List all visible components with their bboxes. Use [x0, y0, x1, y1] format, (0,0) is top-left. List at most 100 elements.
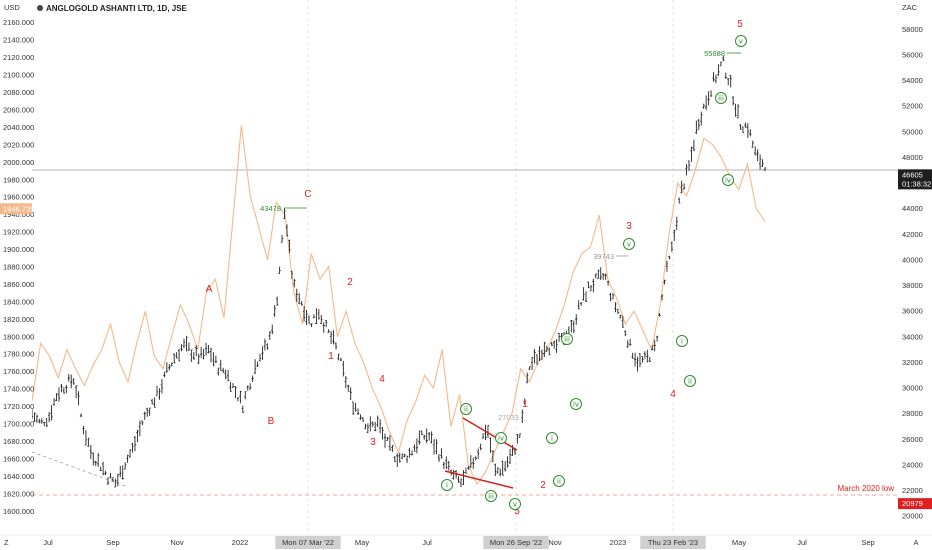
price-bar	[481, 433, 485, 439]
price-bar	[410, 450, 414, 456]
price-bar	[52, 398, 56, 406]
price-bar	[528, 366, 531, 371]
price-bar	[65, 384, 68, 394]
left-axis-ticks: 1600.000 1620.000 1640.000 1660.000 1680.000…	[3, 18, 34, 516]
wave-label-green: i	[546, 432, 558, 444]
price-bar	[707, 91, 710, 106]
price-bar	[266, 343, 269, 350]
price-bars	[30, 55, 767, 488]
march-2020-low-annotation: March 2020 low	[838, 484, 895, 493]
price-bar	[599, 267, 602, 280]
price-bar	[84, 430, 88, 446]
corner-left-label[interactable]: Z	[4, 538, 9, 547]
price-bar	[104, 470, 107, 475]
price-bar	[628, 338, 632, 346]
price-bar	[60, 383, 63, 393]
price-bar	[491, 450, 495, 462]
price-bar	[344, 376, 347, 389]
overlay-series-line	[31, 125, 766, 486]
price-bar	[33, 412, 36, 423]
price-bar	[746, 123, 750, 138]
price-bar	[503, 461, 507, 472]
price-bar	[40, 418, 44, 424]
price-bar	[155, 385, 159, 396]
right-tick-label: 24000	[902, 460, 923, 469]
right-tick-label: 30000	[902, 384, 923, 393]
price-bar	[420, 430, 423, 436]
right-tick-label: 34000	[902, 332, 923, 341]
price-bar	[121, 465, 124, 480]
price-bar	[175, 352, 178, 359]
left-tick-label: 1740.000	[3, 385, 34, 394]
price-bar	[315, 308, 318, 325]
right-tick-label: 56000	[902, 50, 923, 59]
price-bar	[143, 411, 146, 420]
price-bar	[753, 146, 757, 156]
price-bar	[631, 352, 634, 359]
price-bar	[258, 354, 262, 362]
left-tick-label: 1760.000	[3, 367, 34, 376]
left-tick-label: 2100.000	[3, 71, 34, 80]
price-bar	[38, 418, 41, 424]
price-bar	[148, 407, 151, 416]
wave-circle	[570, 398, 582, 410]
right-axis-unit: ZAC	[902, 3, 918, 12]
right-current-price-bg	[898, 169, 932, 190]
price-bar	[293, 278, 296, 288]
price-bar	[668, 255, 671, 260]
price-bar	[589, 284, 593, 292]
price-bar	[160, 379, 164, 394]
wave-label-green: iii	[561, 333, 573, 345]
price-bar	[653, 339, 656, 352]
price-bar	[484, 424, 487, 440]
wave-roman-label: ii	[688, 378, 692, 386]
price-bar	[499, 468, 502, 477]
price-bar	[749, 129, 752, 137]
left-tick-label: 1800.000	[3, 332, 34, 341]
price-bar	[70, 374, 73, 389]
price-bar	[47, 411, 51, 423]
price-bar	[476, 448, 480, 459]
time-tick-label: Mon 07 Mar '22	[282, 538, 334, 547]
price-bar	[459, 478, 463, 488]
price-bar	[347, 384, 350, 392]
price-bar	[594, 273, 598, 279]
price-bar	[231, 383, 235, 388]
price-bar	[376, 415, 379, 428]
left-tick-label: 1980.000	[3, 175, 34, 184]
price-bar	[437, 454, 441, 462]
price-bar	[35, 414, 39, 423]
price-bar	[89, 444, 93, 460]
right-tick-label: 36000	[902, 307, 923, 316]
left-tick-label: 1640.000	[3, 472, 34, 481]
price-bar	[526, 372, 529, 384]
time-tick-label: A	[913, 538, 918, 547]
wave-label-green: iv	[722, 174, 734, 186]
wave-circle	[676, 335, 688, 347]
wave-label-green: i	[676, 335, 688, 347]
price-bar	[312, 314, 316, 319]
price-bar	[283, 208, 286, 220]
wave-roman-label: i	[681, 338, 683, 346]
price-bar	[337, 353, 340, 361]
price-bar	[633, 352, 637, 367]
price-bar	[271, 324, 274, 335]
price-bar	[415, 438, 419, 454]
price-bar	[275, 296, 279, 306]
price-bar	[332, 330, 335, 345]
wave-label-green: ii	[684, 375, 696, 387]
price-bar	[87, 437, 90, 447]
chart-title: ANGLOGOLD ASHANTI LTD, 1D, JSE	[46, 4, 188, 13]
price-bar	[393, 456, 397, 463]
wave-label-red: 2	[540, 480, 546, 491]
right-tick-label: 28000	[902, 409, 923, 418]
price-bar	[751, 140, 754, 148]
wedge-lower-line	[444, 470, 514, 489]
price-bar	[472, 457, 475, 469]
price-bar	[398, 452, 401, 463]
price-bar	[285, 224, 289, 237]
price-bar	[99, 466, 102, 471]
